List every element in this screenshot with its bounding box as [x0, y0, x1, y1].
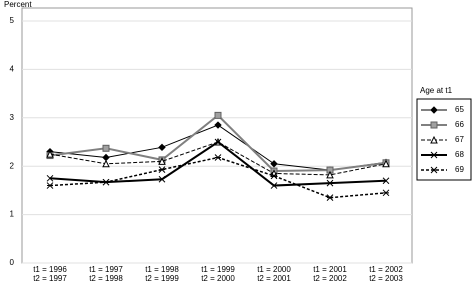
- y-tick-label: 3: [10, 113, 15, 122]
- marker: [326, 194, 334, 202]
- x-tick-label: t2 = 1997: [33, 274, 67, 283]
- x-tick-label: t1 = 2000: [257, 265, 291, 274]
- x-tick-label: t1 = 2001: [313, 265, 347, 274]
- y-tick-label: 2: [10, 161, 15, 170]
- marker: [214, 154, 222, 161]
- legend-label: 66: [455, 120, 464, 129]
- marker: [270, 182, 278, 189]
- y-axis-label: Percent: [4, 0, 32, 9]
- marker: [214, 111, 222, 119]
- legend-marker: [430, 151, 438, 159]
- x-tick-label: t2 = 2000: [201, 274, 235, 283]
- legend-label: 68: [455, 150, 464, 159]
- x-tick-label: t2 = 1999: [145, 274, 179, 283]
- x-tick-label: t1 = 1997: [89, 265, 123, 274]
- legend-label: 69: [455, 165, 464, 174]
- marker: [214, 138, 222, 146]
- marker: [102, 153, 110, 162]
- marker: [326, 179, 334, 187]
- marker: [102, 178, 110, 186]
- marker: [382, 177, 390, 185]
- marker: [382, 159, 390, 168]
- y-tick-label: 1: [10, 210, 15, 219]
- marker: [158, 143, 166, 152]
- marker: [102, 144, 110, 152]
- x-tick-label: t1 = 1999: [201, 265, 235, 274]
- y-tick-label: 5: [10, 16, 15, 25]
- legend-marker: [430, 135, 438, 144]
- legend-marker: [430, 121, 438, 129]
- legend-label: 67: [455, 135, 464, 144]
- marker: [46, 174, 54, 182]
- marker: [270, 172, 278, 180]
- legend-label: 65: [455, 105, 464, 114]
- marker: [382, 189, 390, 197]
- x-tick-label: t2 = 1998: [89, 274, 123, 283]
- marker: [102, 159, 110, 168]
- series-line: [49, 124, 387, 171]
- plot-frame: [21, 7, 413, 264]
- legend-title: Age at t1: [420, 86, 453, 95]
- marker: [270, 160, 278, 168]
- marker: [214, 121, 222, 129]
- marker: [46, 149, 54, 158]
- y-tick-label: 0: [10, 258, 15, 267]
- marker: [326, 170, 334, 179]
- x-tick-label: t1 = 1996: [33, 265, 67, 274]
- legend-marker: [430, 106, 438, 114]
- marker: [158, 175, 166, 183]
- x-tick-label: t2 = 2003: [369, 274, 403, 283]
- marker: [158, 166, 166, 173]
- marker: [46, 182, 54, 189]
- x-tick-label: t1 = 2002: [369, 265, 403, 274]
- x-tick-label: t1 = 1998: [145, 265, 179, 274]
- x-tick-label: t2 = 2002: [313, 274, 347, 283]
- x-tick-label: t2 = 2001: [257, 274, 291, 283]
- legend-marker: [430, 166, 438, 174]
- y-tick-label: 4: [10, 65, 15, 74]
- series-line: [49, 156, 387, 199]
- marker: [158, 157, 166, 165]
- legend-box: [416, 98, 472, 181]
